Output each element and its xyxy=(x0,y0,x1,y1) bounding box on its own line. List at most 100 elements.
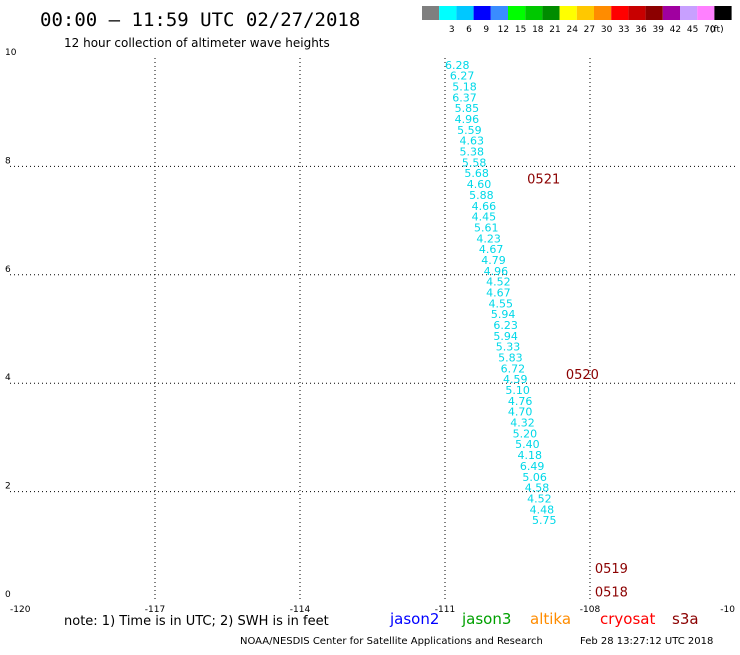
y-tick-label: 6 xyxy=(5,265,11,275)
scale-swatch xyxy=(628,6,646,20)
time-annotation: 0519 xyxy=(595,562,628,577)
wave-height-point: 4.79 xyxy=(481,254,506,267)
scale-swatch xyxy=(611,6,629,20)
y-tick-label: 4 xyxy=(5,373,11,383)
x-tick-label: -114 xyxy=(290,605,311,615)
satellite-legend: jason2 jason3 altika cryosat s3a xyxy=(389,610,699,628)
wave-height-point: 5.75 xyxy=(532,514,557,527)
x-tick-label: -111 xyxy=(435,605,455,615)
scale-label: 70 xyxy=(704,25,716,35)
legend-item-cryosat: cryosat xyxy=(600,610,655,628)
wave-height-point: 4.96 xyxy=(455,113,480,126)
x-tick-label: -117 xyxy=(145,605,165,615)
wave-height-point: 6.72 xyxy=(501,362,526,375)
wave-height-point: 5.88 xyxy=(469,189,494,202)
time-annotation: 0521 xyxy=(527,173,560,188)
wave-height-point: 4.96 xyxy=(484,265,509,278)
header: 00:00 – 11:59 UTC 02/27/2018 12 hour col… xyxy=(40,9,360,50)
wave-height-point: 5.38 xyxy=(460,146,485,159)
scale-swatch xyxy=(473,6,491,20)
wave-height-point: 4.18 xyxy=(518,449,543,462)
wave-height-point: 4.23 xyxy=(476,232,501,245)
wave-height-point: 4.58 xyxy=(525,482,550,495)
scale-swatch xyxy=(559,6,577,20)
scale-label: 24 xyxy=(566,25,578,35)
scale-swatch xyxy=(714,6,732,20)
scale-swatch xyxy=(697,6,715,20)
wave-height-point: 4.67 xyxy=(479,243,504,256)
wave-height-point: 6.49 xyxy=(520,460,545,473)
wave-height-point: 5.68 xyxy=(464,167,489,180)
scale-label: 9 xyxy=(483,25,489,35)
legend-item-s3a: s3a xyxy=(672,610,699,628)
scale-label: 42 xyxy=(670,25,681,35)
scale-swatch xyxy=(490,6,508,20)
time-annotation: 0520 xyxy=(566,368,599,383)
wave-height-point: 4.60 xyxy=(467,178,492,191)
wave-height-point: 4.76 xyxy=(508,395,533,408)
wave-height-point: 4.52 xyxy=(486,276,511,289)
y-tick-label: 0 xyxy=(5,590,11,600)
footer-timestamp: Feb 28 13:27:12 UTC 2018 xyxy=(580,636,713,647)
footer-credit: NOAA/NESDIS Center for Satellite Applica… xyxy=(240,636,543,647)
scale-label: 30 xyxy=(601,25,613,35)
wave-height-point: 5.83 xyxy=(498,352,522,365)
footer-note: note: 1) Time is in UTC; 2) SWH is in fe… xyxy=(64,614,329,629)
wave-height-point: 5.10 xyxy=(505,384,529,397)
scale-label: 3 xyxy=(449,25,455,35)
scale-label: 12 xyxy=(498,25,509,35)
wave-height-point: 4.63 xyxy=(460,135,485,148)
scale-label: 6 xyxy=(466,25,472,35)
y-tick-label: 10 xyxy=(5,48,17,58)
scale-swatch xyxy=(456,6,474,20)
scale-unit: (ft) xyxy=(710,25,724,35)
legend-item-altika: altika xyxy=(530,610,571,628)
scale-label: 18 xyxy=(532,25,544,35)
scale-label: 36 xyxy=(635,25,647,35)
scale-swatch xyxy=(439,6,457,20)
wave-height-point: 4.66 xyxy=(472,200,497,213)
legend-item-jason3: jason3 xyxy=(461,610,511,628)
scale-label: 15 xyxy=(515,25,526,35)
color-scale-bar: 3 6 9 12 15 18 21 24 27 30 33 36 39 42 45 70(ft) xyxy=(422,6,732,35)
scale-swatch xyxy=(680,6,698,20)
scale-swatch xyxy=(576,6,594,20)
wave-height-point: 6.23 xyxy=(493,319,518,332)
scale-label: 27 xyxy=(584,25,595,35)
x-tick-label: -108 xyxy=(580,605,601,615)
legend-item-jason2: jason2 xyxy=(389,610,439,628)
wave-height-point: 4.45 xyxy=(472,211,497,224)
footer: note: 1) Time is in UTC; 2) SWH is in fe… xyxy=(64,614,713,647)
wave-height-point: 5.61 xyxy=(474,221,499,234)
scale-label: 39 xyxy=(652,25,664,35)
scale-label: 21 xyxy=(549,25,560,35)
wave-height-point: 5.59 xyxy=(457,124,482,137)
wave-height-point: 6.37 xyxy=(452,91,477,104)
scale-label: 33 xyxy=(618,25,629,35)
wave-height-point: 5.58 xyxy=(462,156,487,169)
wave-height-point: 4.59 xyxy=(503,373,528,386)
wave-height-point: 5.18 xyxy=(452,81,477,94)
wave-height-point: 4.67 xyxy=(486,286,511,299)
y-tick-label: 2 xyxy=(5,482,11,492)
scale-swatch xyxy=(542,6,560,20)
scale-swatch xyxy=(525,6,543,20)
wave-height-point: 5.94 xyxy=(493,330,518,343)
chart-title: 00:00 – 11:59 UTC 02/27/2018 xyxy=(40,9,360,31)
scale-swatch xyxy=(422,6,440,20)
wave-height-point: 6.28 xyxy=(445,59,470,72)
x-tick-label: -120 xyxy=(10,605,31,615)
wave-height-point: 6.27 xyxy=(450,70,475,83)
x-tick-label: -10 xyxy=(720,605,735,615)
wave-height-point: 4.70 xyxy=(508,406,533,419)
scale-swatch xyxy=(662,6,680,20)
y-tick-label: 8 xyxy=(5,156,11,166)
wave-height-point: 5.40 xyxy=(515,438,540,451)
wave-height-point: 5.20 xyxy=(513,427,538,440)
wave-height-point: 4.48 xyxy=(530,503,555,516)
wave-height-point: 4.55 xyxy=(489,297,514,310)
scale-swatch xyxy=(508,6,526,20)
scale-swatch xyxy=(594,6,612,20)
